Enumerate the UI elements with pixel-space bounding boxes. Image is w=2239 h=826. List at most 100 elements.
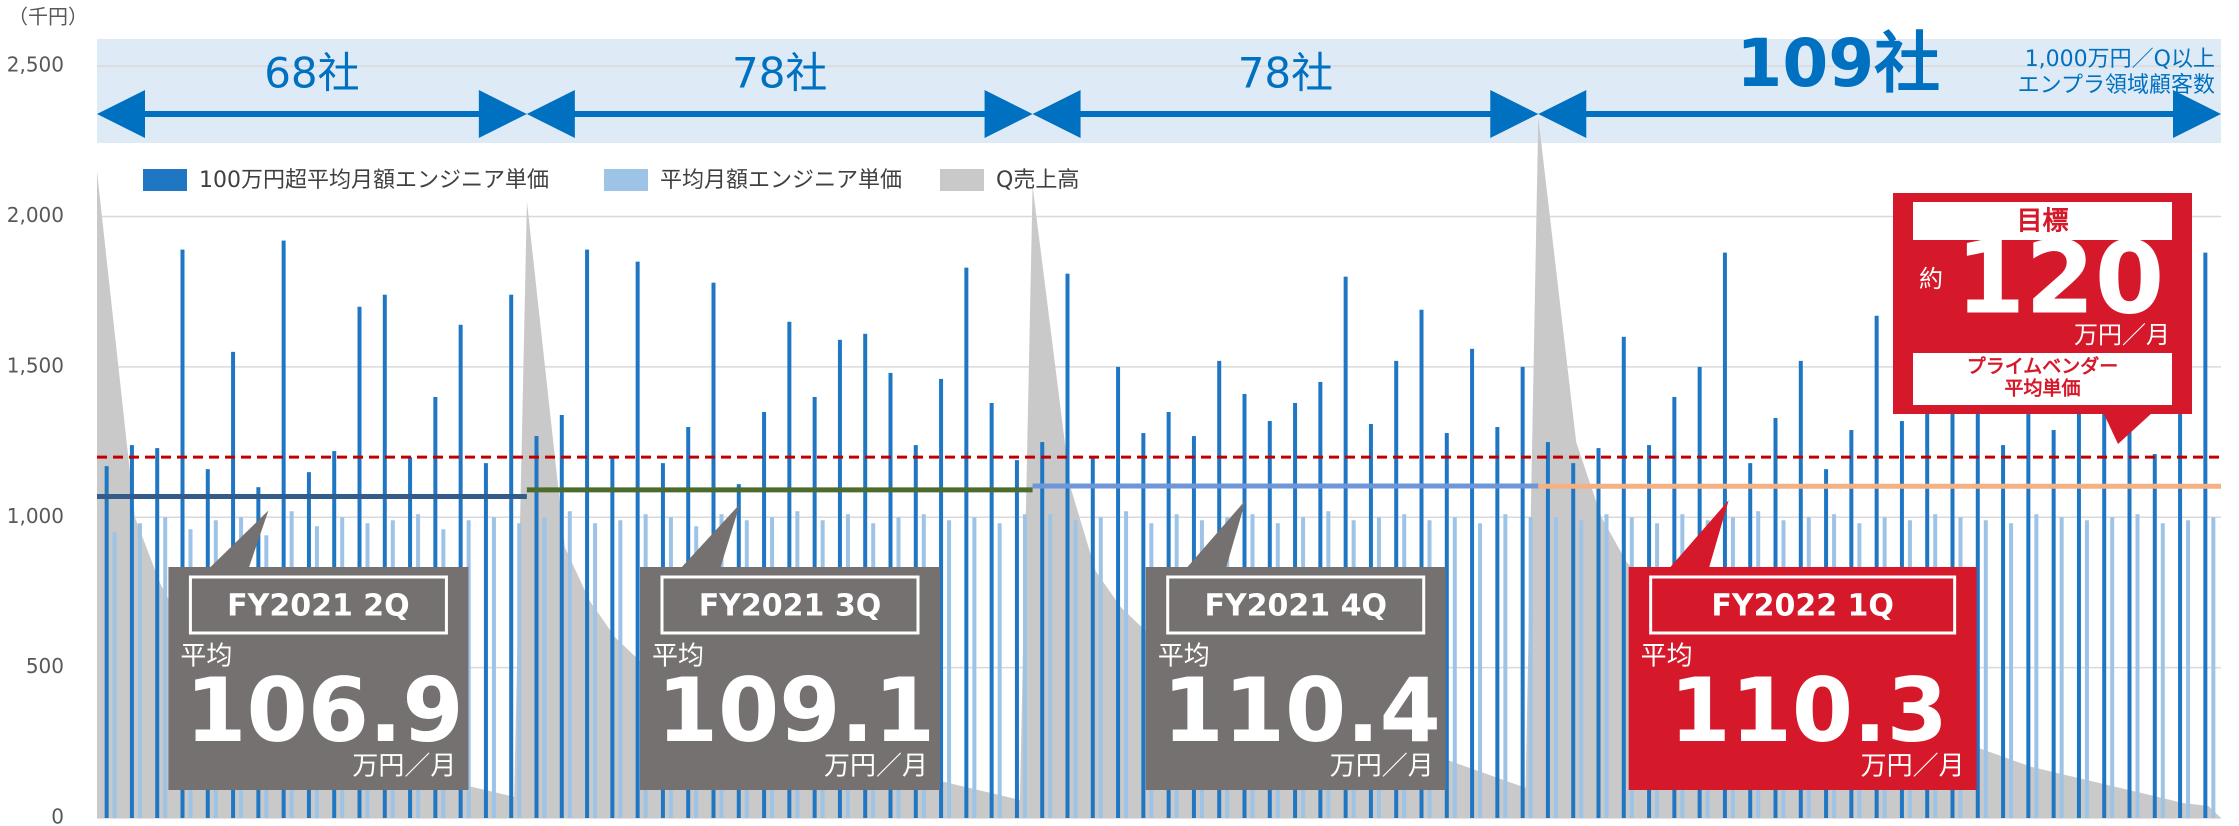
- light-bar: [593, 523, 598, 818]
- dark-bar: [180, 249, 185, 819]
- dark-bar: [1495, 427, 1500, 818]
- dark-bar: [2102, 348, 2107, 818]
- light-bar: [2160, 523, 2165, 818]
- light-bar: [1579, 520, 1584, 818]
- period-label: FY2021 3Q: [699, 589, 882, 624]
- dark-bar: [357, 306, 362, 818]
- period-label: FY2022 1Q: [1711, 589, 1894, 624]
- y-tick-label: 1,500: [7, 353, 64, 377]
- dark-bar: [1343, 276, 1348, 819]
- light-bar: [947, 520, 952, 818]
- dark-bar: [129, 445, 134, 818]
- avg-box: [168, 567, 469, 790]
- light-bar: [2084, 520, 2089, 818]
- avg-prefix: 平均: [1158, 642, 1210, 672]
- dark-bar: [1874, 315, 1879, 818]
- avg-prefix: 平均: [652, 642, 704, 672]
- y-tick-label: 2,000: [7, 203, 64, 227]
- avg-value: 110.3: [1669, 659, 1947, 762]
- y-unit: （千円）: [8, 5, 88, 29]
- light-bar: [997, 523, 1002, 818]
- dark-bar: [1520, 366, 1525, 818]
- legend-swatch: [143, 169, 187, 191]
- dark-bar: [2152, 454, 2157, 818]
- target-prefix: 約: [1919, 265, 1943, 293]
- span-arrow-head: [1032, 90, 1081, 138]
- legend-label: 100万円超平均月額エンジニア単価: [199, 168, 549, 193]
- span-arrow-head: [1490, 90, 1539, 138]
- period-frame: [1166, 575, 1426, 635]
- dark-bar: [382, 294, 387, 818]
- light-bar: [2135, 514, 2140, 818]
- light-bar: [2009, 523, 2014, 818]
- callout-pointer: [680, 503, 740, 569]
- dark-bar: [104, 466, 109, 818]
- dark-bar: [1116, 366, 1121, 818]
- dark-bar: [1090, 457, 1095, 818]
- y-tick-label: 0: [51, 805, 64, 826]
- dark-bar: [1014, 460, 1019, 818]
- avg-prefix: 平均: [1641, 642, 1693, 672]
- dark-bar: [1722, 252, 1727, 818]
- dark-bar: [1470, 348, 1475, 818]
- dark-bar: [2026, 387, 2031, 818]
- dark-bar: [1444, 433, 1449, 818]
- dark-bar: [610, 457, 615, 818]
- avg-unit: 万円／月: [1330, 752, 1434, 782]
- target-value: 120: [1956, 219, 2165, 336]
- dark-bar: [1596, 448, 1601, 818]
- period-label: FY2021 4Q: [1204, 589, 1387, 624]
- span-arrow-head: [1538, 90, 1587, 138]
- light-bar: [2110, 517, 2115, 818]
- dark-bar: [1571, 463, 1576, 818]
- avg-box: [640, 567, 940, 790]
- dark-bar: [964, 267, 969, 819]
- count-label: 78社: [1238, 49, 1333, 98]
- y-tick-label: 2,500: [7, 53, 64, 77]
- target-pointer: [2103, 412, 2153, 444]
- target-note-bg: [1913, 353, 2172, 405]
- dark-bar: [2203, 252, 2208, 818]
- count-band: [97, 39, 2221, 143]
- light-bar: [112, 532, 117, 818]
- light-bar: [1452, 517, 1457, 818]
- span-arrow-head: [526, 90, 575, 138]
- light-bar: [2211, 517, 2216, 818]
- avg-unit: 万円／月: [1861, 752, 1965, 782]
- light-bar: [972, 517, 977, 818]
- dark-bar: [2076, 246, 2081, 818]
- callout-pointer: [208, 510, 269, 569]
- period-label: FY2021 2Q: [227, 589, 410, 624]
- light-bar: [1503, 514, 1508, 818]
- y-tick-label: 1,000: [7, 504, 64, 528]
- target-unit: 万円／月: [2074, 321, 2170, 349]
- span-arrow-head: [478, 90, 527, 138]
- light-bar: [618, 520, 623, 818]
- light-bar: [1022, 514, 1027, 818]
- light-bar: [1124, 511, 1129, 818]
- light-bar: [2059, 517, 2064, 818]
- dark-bar: [1975, 282, 1980, 818]
- callout-pointer: [1185, 499, 1246, 569]
- light-bar: [2186, 520, 2191, 818]
- dark-bar: [939, 378, 944, 818]
- light-bar: [542, 517, 547, 818]
- light-bar: [1048, 514, 1053, 818]
- dark-bar: [1141, 433, 1146, 818]
- light-bar: [1604, 514, 1609, 818]
- dark-bar: [1419, 309, 1424, 818]
- light-bar: [137, 523, 142, 818]
- legend-swatch: [940, 169, 984, 191]
- count-note: エンプラ領域顧客数: [2018, 73, 2215, 98]
- avg-value: 109.1: [657, 659, 935, 762]
- count-label: 68社: [264, 49, 359, 98]
- period-frame: [188, 575, 448, 635]
- count-note: 1,000万円／Q以上: [2025, 47, 2215, 72]
- light-bar: [2034, 514, 2039, 818]
- dark-bar: [155, 448, 160, 818]
- dark-bar: [2001, 445, 2006, 818]
- dark-bar: [989, 402, 994, 818]
- dark-bar: [585, 249, 590, 819]
- period-frame: [1649, 575, 1957, 635]
